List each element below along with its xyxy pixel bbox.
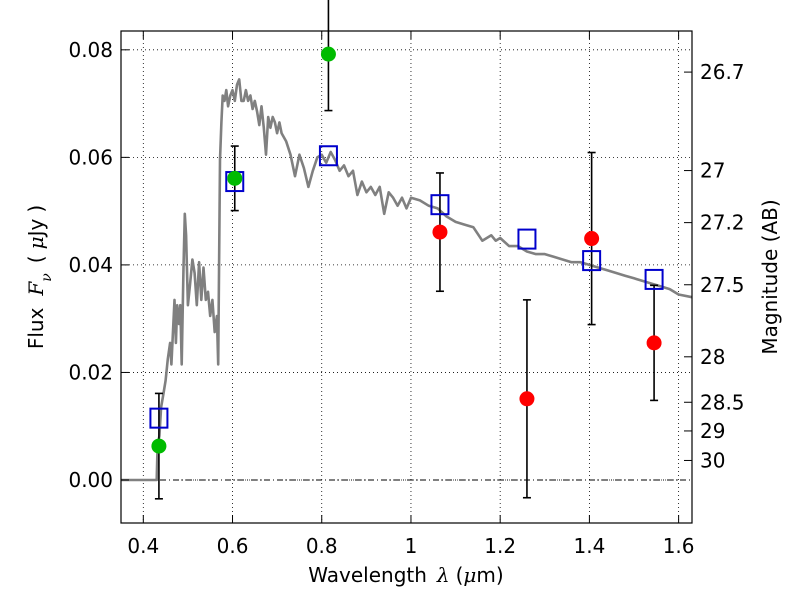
mag-tick-label: 28.5	[700, 390, 745, 414]
observed-flux-marker	[646, 335, 662, 351]
plot-frame	[120, 30, 693, 524]
y-axis-unit-rest: Jy	[24, 218, 48, 238]
mag-tick-label: 27.5	[700, 273, 745, 297]
model-photometry-marker	[318, 145, 338, 167]
observed-flux-marker	[227, 170, 243, 186]
x-tick-label: 1.6	[663, 534, 695, 558]
mag-tick-label: 27	[700, 159, 725, 183]
mag-tick-label: 30	[700, 448, 725, 472]
x-tick-label: 1.2	[484, 534, 516, 558]
observed-flux-marker	[584, 231, 600, 247]
x-axis-unit-mu: μ	[463, 563, 476, 587]
model-photometry-marker	[430, 194, 450, 216]
model-photometry-marker	[149, 407, 169, 429]
y-axis-unit-close: )	[24, 205, 48, 213]
y-tick-label: 0.00	[68, 468, 113, 492]
x-tick-label: 0.4	[127, 534, 159, 558]
mag-tick-label: 26.7	[700, 60, 745, 84]
observed-flux-marker	[151, 438, 167, 454]
axis-ticks: 0.4 0.6 0.8 1 1.2 1.4 1.6 0.00 0.02 0.04 0.06 0.08 2…	[68, 31, 745, 558]
y-tick-label: 0.02	[68, 360, 113, 384]
x-tick-label: 0.8	[306, 534, 338, 558]
mag-tick-label: 29	[700, 419, 725, 443]
y-axis-subscript: ν	[39, 273, 55, 282]
model-photometry-marker	[582, 250, 602, 272]
y-tick-label: 0.04	[68, 253, 113, 277]
y-axis-title-prefix: Flux	[24, 307, 48, 349]
x-axis-unit-open: (	[456, 563, 464, 587]
right-axis-title: Magnitude (AB)	[758, 199, 782, 354]
mag-tick-label: 28	[700, 345, 725, 369]
x-tick-label: 1	[405, 534, 418, 558]
x-axis-title: Wavelength λ (μm)	[308, 563, 503, 587]
y-axis-unit-mu: μ	[24, 236, 48, 249]
x-tick-label: 1.4	[573, 534, 605, 558]
y-tick-label: 0.08	[68, 38, 113, 62]
plot-background	[121, 31, 692, 523]
x-axis-unit-rest: m)	[476, 563, 503, 587]
mag-tick-label: 27.2	[700, 211, 745, 235]
y-tick-label: 0.06	[68, 145, 113, 169]
x-tick-label: 0.6	[217, 534, 249, 558]
model-photometry-marker	[644, 268, 664, 290]
y-axis-title: Flux Fν ( μJy)	[24, 205, 55, 349]
model-photometry-marker	[517, 228, 537, 250]
model-sed-curve	[121, 78, 693, 482]
y-axis-unit-open: (	[24, 255, 48, 263]
x-axis-title-prefix: Wavelength	[308, 563, 427, 587]
observed-flux-marker	[519, 391, 535, 407]
observed-flux-marker	[432, 224, 448, 240]
y-axis-symbol: F	[24, 281, 48, 297]
x-axis-symbol: λ	[436, 563, 450, 587]
observed-flux-marker	[320, 46, 336, 62]
data-markers	[149, 46, 664, 454]
